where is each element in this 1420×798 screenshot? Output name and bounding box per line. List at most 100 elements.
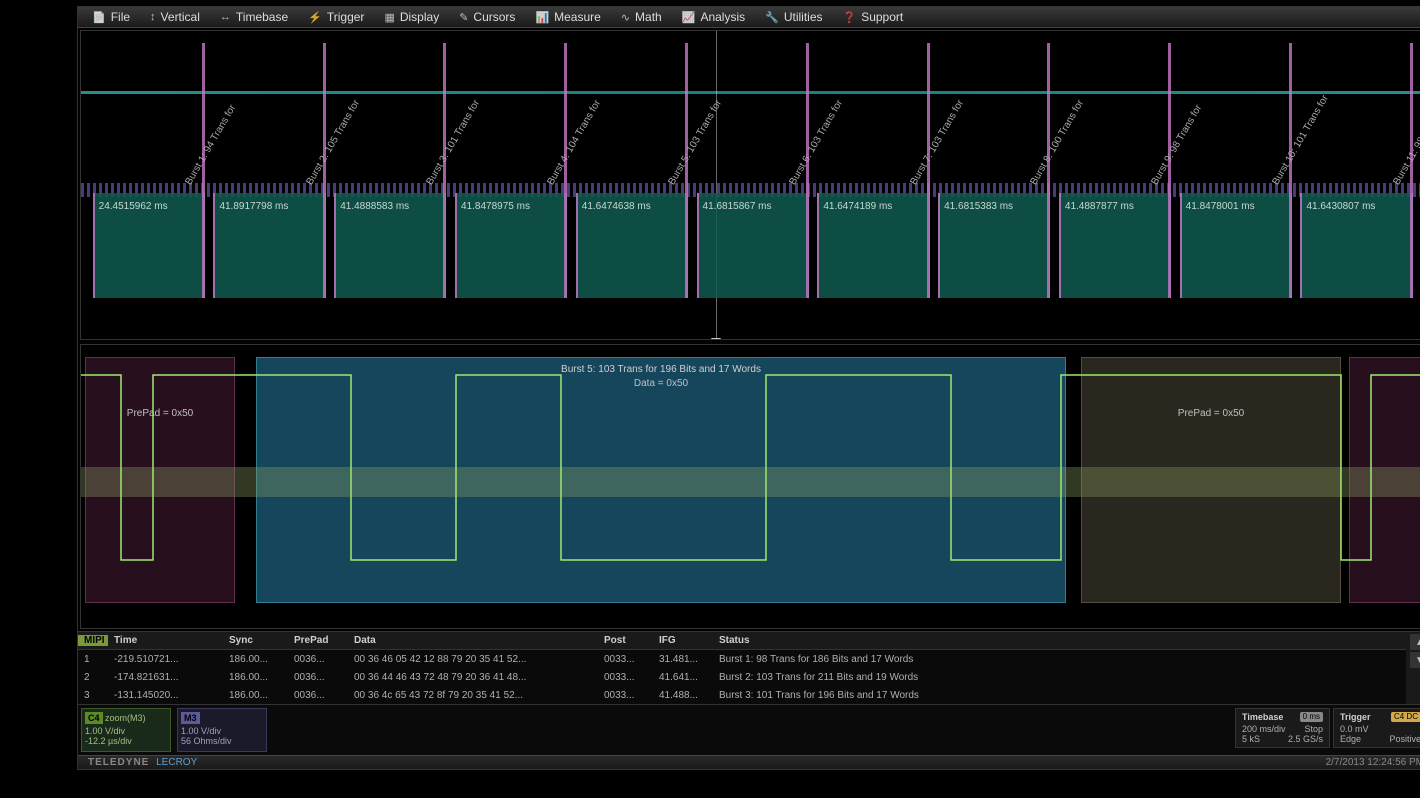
panel-area: Burst 1: 94 Trans for24.4515962 msBurst … <box>78 28 1420 631</box>
zoom-waveform-panel[interactable]: PrePad = 0x50 Burst 5: 103 Trans for 196… <box>80 344 1420 629</box>
scroll-down-button[interactable]: ▼ <box>1410 652 1420 668</box>
burst-spike <box>443 43 446 298</box>
table-header: MIPITimeSyncPrePadDataPostIFGStatus <box>78 632 1406 650</box>
burst-time-label: 41.4888583 ms <box>340 201 409 212</box>
footer-datetime: 2/7/2013 12:24:56 PM <box>1326 757 1420 768</box>
burst-spike <box>1168 43 1171 298</box>
math-icon: ∿ <box>621 11 630 24</box>
table-cell: 0033... <box>598 654 653 665</box>
cursor-marker-icon[interactable] <box>711 338 721 340</box>
trace-path <box>81 375 1420 560</box>
table-header-cell[interactable]: Status <box>713 635 1033 646</box>
trigger-badge: C4 DC <box>1391 712 1420 722</box>
channel-m3-box[interactable]: M3 1.00 V/div 56 Ohms/div <box>177 708 267 752</box>
upper-waveform-panel[interactable]: Burst 1: 94 Trans for24.4515962 msBurst … <box>80 30 1420 340</box>
table-main: MIPITimeSyncPrePadDataPostIFGStatus 1-21… <box>78 632 1406 704</box>
trigger-level: 0.0 mV <box>1340 724 1369 734</box>
status-bar: C4 zoom(M3) 1.00 V/div -12.2 µs/div M3 1… <box>78 704 1420 755</box>
timebase-box[interactable]: Timebase 0 ms 200 ms/divStop 5 kS2.5 GS/… <box>1235 708 1330 748</box>
burst-time-label: 41.6815867 ms <box>703 201 772 212</box>
menu-label: Trigger <box>327 10 365 24</box>
vertical-icon: ↕ <box>150 11 156 23</box>
menu-label: Utilities <box>784 10 823 24</box>
burst-label: Burst 4: 104 Trans for <box>546 98 604 187</box>
menu-bar: 📄File ↕ Vertical ↔ Timebase ⚡ Trigger ▦Display✎… <box>78 7 1420 28</box>
channel-c4-scale: 1.00 V/div <box>85 726 125 736</box>
burst-time-label: 41.8478001 ms <box>1186 201 1255 212</box>
status-right: Timebase 0 ms 200 ms/divStop 5 kS2.5 GS/… <box>1235 708 1420 748</box>
table-cell: 00 36 46 05 42 12 88 79 20 35 41 52... <box>348 654 598 665</box>
channel-c4-badge: C4 <box>85 712 103 724</box>
menu-label: Timebase <box>236 10 288 24</box>
analysis-icon: 📈 <box>682 11 696 24</box>
burst-time-label: 41.6815383 ms <box>944 201 1013 212</box>
burst-spike <box>1047 43 1050 298</box>
burst-time-label: 41.8917798 ms <box>219 201 288 212</box>
channel-c4-offset: -12.2 µs/div <box>85 736 132 746</box>
channel-m3-scale: 1.00 V/div <box>181 726 221 736</box>
menu-label: Vertical <box>161 10 200 24</box>
table-header-cell[interactable]: PrePad <box>288 635 348 646</box>
table-cell: 2 <box>78 672 108 683</box>
table-header-cell[interactable]: Sync <box>223 635 288 646</box>
table-cell: 41.488... <box>653 690 713 701</box>
measure-icon: 📊 <box>535 11 549 24</box>
table-row[interactable]: 1-219.510721...186.00...0036...00 36 46 … <box>78 650 1406 668</box>
trigger-title: Trigger <box>1340 712 1371 722</box>
table-cell: 0036... <box>288 690 348 701</box>
menu-label: Display <box>400 10 439 24</box>
table-row[interactable]: 3-131.145020...186.00...0036...00 36 4c … <box>78 686 1406 704</box>
menu-support[interactable]: ❓Support <box>833 7 914 27</box>
trigger-icon: ⚡ <box>308 11 322 24</box>
menu-label: Cursors <box>473 10 515 24</box>
channel-c4-box[interactable]: C4 zoom(M3) 1.00 V/div -12.2 µs/div <box>81 708 171 752</box>
table-cell: 0036... <box>288 654 348 665</box>
table-header-cell[interactable]: Data <box>348 635 598 646</box>
burst-time-label: 41.8478975 ms <box>461 201 530 212</box>
timebase-title: Timebase <box>1242 712 1283 722</box>
burst-label: Burst 7: 103 Trans for <box>908 98 966 187</box>
burst-label: Burst 2: 105 Trans for <box>304 98 362 187</box>
table-cell: Burst 2: 103 Trans for 211 Bits and 19 W… <box>713 672 1033 683</box>
menu-math[interactable]: ∿Math <box>611 7 672 27</box>
menu-utilities[interactable]: 🔧Utilities <box>755 7 832 27</box>
burst-spike <box>564 43 567 298</box>
timebase-icon: ↔ <box>220 11 231 23</box>
table-scroll: ▲ ▼ <box>1406 632 1420 704</box>
burst-label: Burst 8: 100 Trans for <box>1029 98 1087 187</box>
burst-label: Burst 11: 98 Trans for <box>1391 99 1420 187</box>
trigger-box[interactable]: Trigger C4 DC 0.0 mV EdgePositive <box>1333 708 1420 748</box>
table-cell: 3 <box>78 690 108 701</box>
menu-display[interactable]: ▦Display <box>374 7 449 27</box>
menu-label: Measure <box>554 10 601 24</box>
table-header-cell[interactable]: Time <box>108 635 223 646</box>
brand-name: TELEDYNE <box>88 757 149 768</box>
burst-label: Burst 1: 94 Trans for <box>183 103 238 187</box>
burst-label: Burst 10: 101 Trans for <box>1270 93 1330 187</box>
burst-time-label: 41.6474638 ms <box>582 201 651 212</box>
menu-vertical[interactable]: ↕ Vertical <box>140 7 210 27</box>
brand-sub: LECROY <box>156 757 197 768</box>
timebase-rate: 2.5 GS/s <box>1288 734 1323 744</box>
table-cell: 00 36 4c 65 43 72 8f 79 20 35 41 52... <box>348 690 598 701</box>
table-cell: 00 36 44 46 43 72 48 79 20 36 41 48... <box>348 672 598 683</box>
burst-label: Burst 6: 103 Trans for <box>787 98 845 187</box>
table-row[interactable]: 2-174.821631...186.00...0036...00 36 44 … <box>78 668 1406 686</box>
timebase-badge: 0 ms <box>1300 712 1323 722</box>
table-header-cell[interactable]: Post <box>598 635 653 646</box>
scroll-up-button[interactable]: ▲ <box>1410 634 1420 650</box>
file-icon: 📄 <box>92 11 106 24</box>
table-header-cell[interactable]: IFG <box>653 635 713 646</box>
table-header-cell[interactable]: MIPI <box>78 635 108 646</box>
table-cell: 186.00... <box>223 654 288 665</box>
menu-timebase[interactable]: ↔ Timebase <box>210 7 298 27</box>
menu-trigger[interactable]: ⚡ Trigger <box>298 7 374 27</box>
channel-m3-info: 56 Ohms/div <box>181 736 232 746</box>
menu-analysis[interactable]: 📈Analysis <box>672 7 755 27</box>
noise-trace <box>81 91 1420 94</box>
menu-file[interactable]: 📄File <box>82 7 140 27</box>
digital-trace <box>81 345 1420 628</box>
menu-measure[interactable]: 📊 Measure <box>525 7 610 27</box>
menu-cursors[interactable]: ✎Cursors <box>449 7 525 27</box>
table-cell: 0033... <box>598 672 653 683</box>
